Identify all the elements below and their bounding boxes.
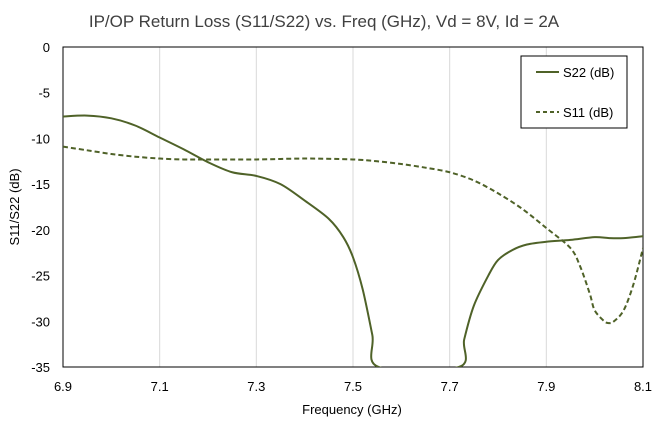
series-line-s22 (63, 114, 643, 367)
y-axis-title: S11/S22 (dB) (7, 168, 22, 245)
y-tick-label: -35 (31, 360, 50, 375)
x-tick-label: 7.1 (151, 379, 169, 394)
x-tick-label: 7.9 (537, 379, 555, 394)
legend-box (520, 55, 628, 129)
y-tick-label: -25 (31, 269, 50, 284)
plot-area (62, 46, 644, 368)
y-tick-label: -30 (31, 314, 50, 329)
x-axis-title: Frequency (GHz) (302, 402, 402, 417)
x-tick-label: 6.9 (54, 379, 72, 394)
x-tick-label: 7.3 (247, 379, 265, 394)
x-tick-label: 7.7 (441, 379, 459, 394)
y-tick-label: -10 (31, 131, 50, 146)
x-tick-label: 8.1 (634, 379, 652, 394)
legend: S22 (dB) S11 (dB) (520, 55, 628, 129)
series-line-s11 (63, 145, 643, 325)
y-tick-label: -5 (38, 86, 50, 101)
series-layer (63, 114, 643, 367)
legend-label: S22 (dB) (563, 65, 614, 80)
chart-title: IP/OP Return Loss (S11/S22) vs. Freq (GH… (89, 12, 560, 31)
legend-label: S11 (dB) (563, 105, 613, 120)
y-tick-label: -20 (31, 223, 50, 238)
tick-labels: 6.9 7.1 7.3 7.5 7.7 7.9 8.1 0 -5 -10 -15 -20 -25 -30 -… (31, 40, 652, 394)
y-tick-label: 0 (43, 40, 50, 55)
x-tick-label: 7.5 (344, 379, 362, 394)
y-tick-label: -15 (31, 177, 50, 192)
